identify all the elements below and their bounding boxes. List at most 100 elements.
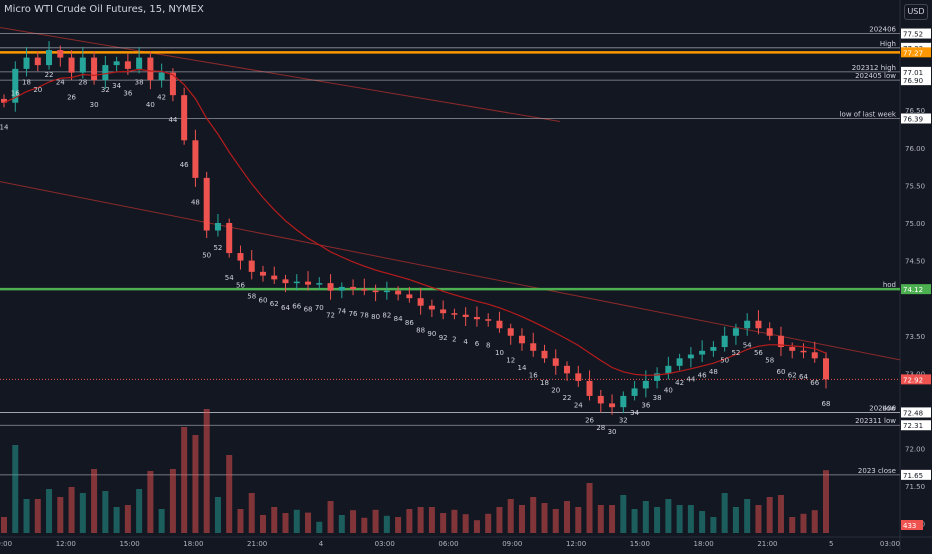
candle[interactable] <box>158 72 165 81</box>
level-label: 202406 <box>869 26 896 34</box>
candle[interactable] <box>699 350 706 355</box>
last-price-value: 72.92 <box>903 376 923 384</box>
bar-number-label: 48 <box>709 368 718 376</box>
candle[interactable] <box>226 222 233 254</box>
candle[interactable] <box>293 281 300 284</box>
candle[interactable] <box>665 365 672 374</box>
candle[interactable] <box>102 65 109 81</box>
volume-bar <box>609 505 616 533</box>
bar-number-label: 30 <box>608 428 617 436</box>
candle[interactable] <box>564 365 571 374</box>
candle[interactable] <box>136 57 143 69</box>
price-tag <box>901 113 931 124</box>
candle[interactable] <box>169 72 176 96</box>
candle[interactable] <box>654 373 661 381</box>
candle[interactable] <box>406 294 413 299</box>
candle[interactable] <box>23 57 30 69</box>
candle[interactable] <box>124 61 131 69</box>
candle[interactable] <box>34 57 41 66</box>
currency-button[interactable]: USD <box>904 4 928 20</box>
candle[interactable] <box>597 395 604 404</box>
bar-number-label: 20 <box>551 387 560 395</box>
bar-number-label: 50 <box>202 251 211 259</box>
candle[interactable] <box>372 290 379 293</box>
candle[interactable] <box>473 316 480 320</box>
bar-number-label: 64 <box>281 304 290 312</box>
candle[interactable] <box>383 290 390 293</box>
candle[interactable] <box>203 177 210 231</box>
candle[interactable] <box>530 343 537 351</box>
candle[interactable] <box>462 314 469 317</box>
volume-bar <box>552 509 559 533</box>
candle[interactable] <box>642 380 649 389</box>
candle[interactable] <box>192 140 199 178</box>
candle[interactable] <box>496 320 503 329</box>
candle[interactable] <box>113 61 120 66</box>
candle[interactable] <box>676 358 683 366</box>
candle[interactable] <box>428 305 435 310</box>
bar-number-label: 54 <box>225 274 234 282</box>
candle[interactable] <box>417 298 424 306</box>
candle[interactable] <box>46 50 53 66</box>
volume-bar <box>417 507 424 533</box>
candle[interactable] <box>609 403 616 408</box>
candle[interactable] <box>271 275 278 280</box>
candle[interactable] <box>305 281 312 285</box>
candle[interactable] <box>361 289 368 291</box>
bar-number-label: 78 <box>360 311 369 319</box>
candle[interactable] <box>620 395 627 408</box>
volume-bar <box>293 509 300 533</box>
candle[interactable] <box>541 350 548 359</box>
candle[interactable] <box>687 354 694 359</box>
candle[interactable] <box>214 222 221 231</box>
candle[interactable] <box>744 320 751 329</box>
bar-number-label: 92 <box>439 334 448 342</box>
candle[interactable] <box>755 320 762 329</box>
candle[interactable] <box>147 57 154 81</box>
candle[interactable] <box>259 271 266 276</box>
candle[interactable] <box>338 286 345 291</box>
candle[interactable] <box>395 290 402 295</box>
candle[interactable] <box>710 347 717 351</box>
candle[interactable] <box>631 388 638 396</box>
candle[interactable] <box>552 358 559 366</box>
candle[interactable] <box>575 373 582 381</box>
candle[interactable] <box>485 319 492 321</box>
candle[interactable] <box>1 98 7 103</box>
candle[interactable] <box>451 313 458 315</box>
volume-bar <box>226 455 233 533</box>
candle[interactable] <box>68 57 75 73</box>
bar-number-label: 12 <box>506 357 515 365</box>
candle[interactable] <box>79 57 86 73</box>
candle[interactable] <box>57 50 64 58</box>
price-tick: 74.50 <box>905 258 925 266</box>
candle[interactable] <box>237 253 244 261</box>
price-axis[interactable] <box>900 0 932 550</box>
candle[interactable] <box>789 347 796 351</box>
candle[interactable] <box>181 95 188 141</box>
candle[interactable] <box>811 352 818 359</box>
candle[interactable] <box>282 279 289 284</box>
candle[interactable] <box>721 335 728 348</box>
candle[interactable] <box>248 260 255 272</box>
candle[interactable] <box>12 68 19 103</box>
candle[interactable] <box>327 283 334 291</box>
candle[interactable] <box>732 328 739 336</box>
candle[interactable] <box>766 328 773 336</box>
bar-number-label: 64 <box>799 373 808 381</box>
candle[interactable] <box>800 350 807 353</box>
volume-bar <box>777 495 784 533</box>
candle[interactable] <box>507 328 514 336</box>
candle[interactable] <box>777 335 784 348</box>
candle[interactable] <box>91 57 98 81</box>
candle[interactable] <box>823 358 829 380</box>
candle[interactable] <box>316 283 323 285</box>
volume-bar <box>113 507 120 533</box>
bar-number-label: 26 <box>67 93 76 101</box>
candle[interactable] <box>350 286 357 290</box>
candle[interactable] <box>440 309 447 314</box>
candle[interactable] <box>518 335 525 344</box>
candle[interactable] <box>586 380 593 396</box>
